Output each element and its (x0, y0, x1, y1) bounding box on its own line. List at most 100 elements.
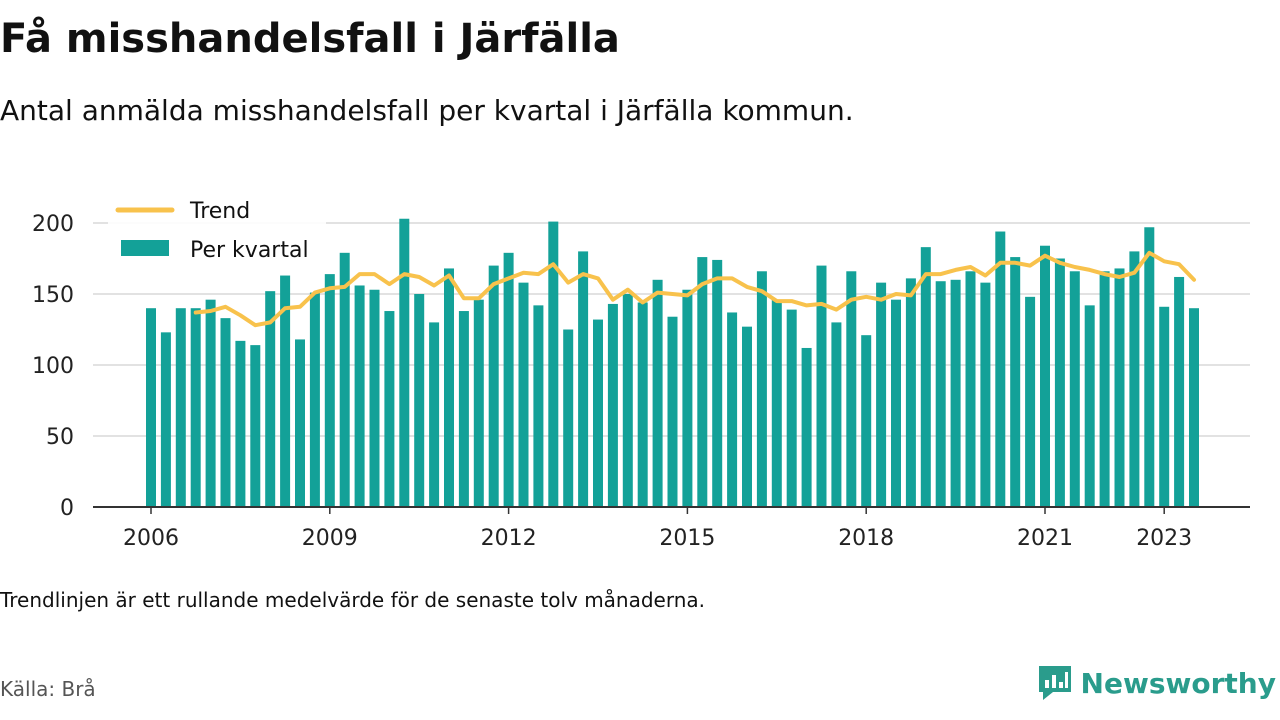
x-tick-label: 2015 (659, 526, 715, 551)
bar (220, 318, 231, 507)
bar (339, 252, 350, 507)
bar-series (146, 218, 1199, 508)
axes: 0 50 100 150 200 2006 2009 2012 2015 2018 2021 2023 (32, 212, 1250, 551)
bar (846, 271, 857, 507)
brand-name: Newsworthy (1080, 666, 1276, 700)
legend-background (108, 185, 326, 273)
bar (682, 289, 693, 507)
bar (1174, 276, 1185, 507)
legend-trend-label: Trend (189, 199, 250, 224)
bar (801, 347, 812, 507)
bar (1040, 245, 1050, 507)
bar (861, 335, 872, 507)
bar (607, 303, 618, 507)
x-tick-label: 2009 (302, 526, 358, 551)
bar (354, 285, 365, 507)
bar (920, 247, 931, 507)
bar (473, 299, 484, 507)
bar (950, 279, 961, 507)
bar (1129, 251, 1140, 507)
y-tick-label: 100 (32, 354, 74, 379)
bar (488, 265, 499, 507)
bar (935, 281, 946, 507)
brand-logo[interactable]: Newsworthy (1037, 664, 1276, 702)
bar (1189, 308, 1199, 507)
bar (637, 302, 648, 507)
x-tick-label: 2021 (1017, 526, 1073, 551)
x-tick-label: 2018 (838, 526, 894, 551)
bar (1025, 296, 1036, 507)
bar (622, 294, 633, 507)
bar (995, 231, 1006, 507)
bar (891, 299, 901, 507)
bar (146, 308, 156, 507)
bar-chart: 0 50 100 150 200 2006 2009 2012 2015 2018 2021 2023… (32, 185, 1250, 551)
y-tick-label: 200 (32, 212, 74, 237)
legend: Trend Per kvartal (108, 185, 326, 273)
bar (1084, 305, 1095, 507)
bar (458, 311, 469, 507)
bar (652, 279, 663, 507)
chart-title: Få misshandelsfall i Järfälla (0, 16, 620, 62)
bar (1010, 257, 1021, 507)
bar (235, 340, 246, 507)
bar (295, 339, 305, 507)
bar (190, 308, 201, 507)
y-tick-label: 150 (32, 283, 74, 308)
bar (771, 299, 782, 507)
bar (399, 218, 410, 508)
bar (697, 257, 708, 507)
x-tick-label: 2012 (481, 526, 537, 551)
bar (205, 299, 216, 507)
bar (324, 274, 335, 507)
trend-series (193, 250, 1196, 328)
bar (742, 326, 752, 507)
trend-line (193, 250, 1196, 328)
bar (548, 221, 559, 507)
legend-bar-swatch (121, 240, 169, 256)
bar (280, 275, 291, 507)
bar (1114, 268, 1125, 507)
bar (563, 329, 574, 507)
bar (533, 305, 544, 507)
bar (444, 268, 454, 507)
bar (369, 289, 380, 507)
bar (578, 251, 589, 507)
bar (503, 252, 514, 507)
chart-subtitle: Antal anmälda misshandelsfall per kvarta… (0, 94, 854, 127)
bar (980, 282, 991, 507)
bar (384, 311, 395, 507)
bar (712, 259, 723, 507)
y-tick-label: 0 (60, 496, 74, 521)
bar (756, 271, 767, 507)
bar (876, 282, 887, 507)
bar (786, 309, 797, 507)
bar (1069, 271, 1080, 507)
bar (309, 292, 320, 507)
bar (1099, 271, 1110, 507)
bar (1159, 306, 1170, 507)
bar (160, 332, 171, 507)
bar (831, 322, 842, 507)
newsworthy-logo-icon (1038, 666, 1071, 700)
bar (175, 308, 186, 507)
x-tick-label: 2023 (1136, 526, 1192, 551)
bar (250, 345, 261, 507)
bar (965, 271, 976, 507)
y-tick-label: 50 (46, 425, 74, 450)
legend-bar-label: Per kvartal (190, 238, 309, 263)
bar (265, 291, 276, 507)
bar (593, 319, 603, 507)
source-note: Källa: Brå (0, 677, 96, 701)
bar (518, 282, 529, 507)
bar (414, 294, 425, 507)
bar (1054, 258, 1065, 507)
bar (1144, 227, 1155, 507)
footnote: Trendlinjen är ett rullande medelvärde f… (0, 588, 706, 612)
bar (727, 312, 738, 507)
bar (667, 316, 678, 507)
bar (905, 278, 916, 507)
bar (429, 322, 440, 507)
bar (816, 265, 827, 507)
x-tick-label: 2006 (123, 526, 179, 551)
